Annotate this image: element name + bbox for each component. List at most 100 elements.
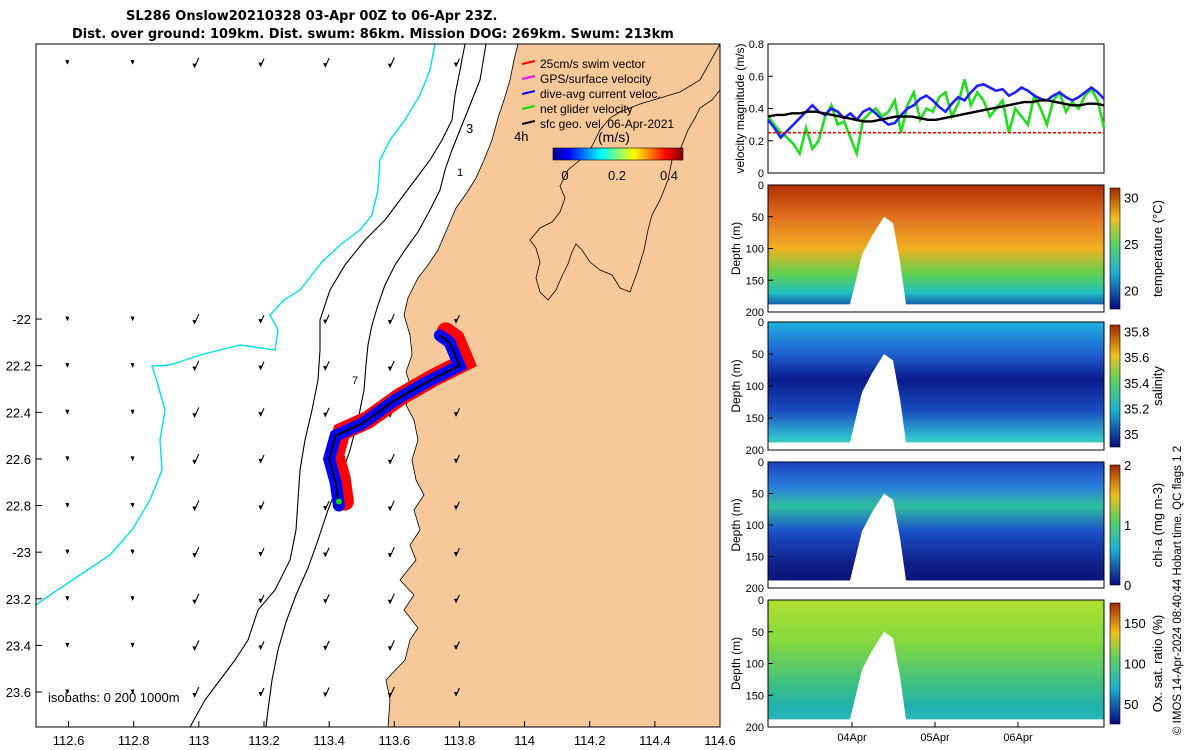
sfc-arrow-head: [192, 459, 197, 464]
sfc-arrow-head: [387, 599, 392, 604]
salinity-cbar-tick: 35: [1124, 427, 1138, 442]
chla-ylabel: Depth (m): [729, 498, 743, 551]
oxygen-xtick-label: 05Apr: [920, 732, 950, 744]
sfc-arrow-head: [65, 363, 70, 368]
sfc-arrow-head: [130, 60, 135, 65]
map-xtick-label: 113.4: [313, 733, 345, 748]
sfc-arrow-head: [323, 692, 328, 697]
oxygen-ytick-label: 150: [746, 690, 764, 702]
salinity-cbar-tick: 35.6: [1124, 350, 1149, 365]
legend-swatch: [521, 120, 536, 125]
velocity-ytick-label: 0.2: [749, 136, 764, 148]
sfc-arrow-head: [258, 645, 263, 650]
annotation-3: 3: [466, 121, 473, 136]
map-xtick-label: 113.6: [378, 733, 410, 748]
sfc-arrow-head: [130, 363, 135, 368]
salinity-cbar-tick: 35.2: [1124, 401, 1149, 416]
sfc-arrow-head: [323, 645, 328, 650]
sfc-arrow-head: [192, 413, 197, 418]
map-xtick-label: 114.6: [704, 733, 736, 748]
map-ytick-label: 23.6: [6, 685, 31, 700]
oxygen-ytick-label: 0: [758, 595, 764, 607]
velocity-series-line: [767, 99, 1105, 123]
sfc-arrow-head: [453, 692, 458, 697]
chla-cbar-label: chl-a (mg m-3): [1150, 483, 1165, 568]
oxygen-xtick-label: 06Apr: [1003, 732, 1033, 744]
credit-text: © IMOS 14-Apr-2024 08:40:44 Hobart time.…: [1172, 445, 1184, 735]
map-xtick-label: 113.8: [444, 733, 476, 748]
salinity-ytick-label: 100: [746, 381, 764, 393]
map-plot-area: [36, 44, 720, 727]
sfc-arrow-head: [387, 63, 392, 68]
sfc-arrow-head: [192, 320, 197, 325]
sfc-arrow-head: [258, 62, 263, 67]
legend-swatch: [521, 105, 536, 110]
sfc-arrow-head: [387, 553, 392, 558]
temperature-ytick-label: 200: [746, 307, 764, 319]
sfc-arrow-head: [65, 503, 70, 508]
chla-cbar-tick: 1: [1124, 518, 1131, 533]
peninsula: [529, 44, 720, 301]
sfc-arrow-head: [453, 645, 458, 650]
sfc-arrow-head: [65, 642, 70, 647]
temperature-ytick-label: 100: [746, 244, 764, 256]
sfc-arrow-head: [387, 320, 392, 325]
sfc-arrow-head: [130, 503, 135, 508]
sfc-arrow-head: [258, 319, 263, 324]
isobath-200: [265, 44, 487, 727]
temperature-cbar-tick: 30: [1124, 190, 1138, 205]
map-ytick-label: 22.8: [6, 499, 31, 514]
oxygen-ylabel: Depth (m): [729, 637, 743, 690]
sfc-arrow-head: [258, 598, 263, 603]
annotation-4h: 4h: [514, 129, 528, 144]
sfc-arrow-head: [258, 365, 263, 370]
map-frame: [35, 43, 721, 728]
salinity-ytick-label: 200: [746, 445, 764, 457]
oxygen-ytick-label: 100: [746, 659, 764, 671]
map-xtick-label: 114.2: [574, 733, 606, 748]
sfc-arrow-head: [130, 642, 135, 647]
annotation-7: 7: [352, 375, 358, 387]
annotation-1: 1: [457, 167, 463, 179]
oxygen-cbar-tick: 50: [1124, 697, 1138, 712]
sfc-arrow-head: [65, 689, 70, 694]
sfc-arrow-head: [387, 646, 392, 651]
sfc-arrow-head: [453, 552, 458, 557]
sfc-arrow-head: [453, 62, 458, 67]
legend-label: 25cm/s swim vector: [540, 57, 645, 71]
map-xtick-label: 112.8: [118, 733, 150, 748]
sfc-arrow-head: [65, 456, 70, 461]
temperature-colorbar: [1109, 187, 1121, 310]
salinity-ytick-label: 0: [758, 317, 764, 329]
net-velocity-marker: [335, 498, 342, 505]
sfc-arrow-head: [258, 692, 263, 697]
coast-line: [36, 44, 436, 606]
oxygen-ytick-label: 200: [746, 722, 764, 734]
salinity-cbar-tick: 35.8: [1124, 324, 1149, 339]
oxygen-colorbar: [1109, 602, 1121, 725]
salinity-cbar-tick: 35.4: [1124, 376, 1149, 391]
salinity-ytick-label: 50: [752, 349, 764, 361]
legend-label: sfc geo. vel. 06-Apr-2021: [540, 117, 674, 131]
chla-ytick-label: 200: [746, 583, 764, 595]
velocity-ytick-label: 0.4: [749, 104, 764, 116]
sfc-arrow-head: [65, 316, 70, 321]
velocity-frame: [767, 43, 1105, 174]
sfc-arrow-head: [387, 506, 392, 511]
sfc-arrow-head: [258, 505, 263, 510]
sfc-arrow-head: [323, 319, 328, 324]
isobath-1000: [189, 44, 466, 727]
colorbar-tick: 0.4: [660, 168, 678, 183]
sfc-arrow-head: [130, 409, 135, 414]
chla-colorbar: [1109, 464, 1121, 586]
sfc-arrow-head: [453, 458, 458, 463]
sfc-arrow-head: [65, 60, 70, 65]
legend-label: GPS/surface velocity: [540, 72, 651, 86]
oxygen-cbar-tick: 100: [1124, 657, 1146, 672]
salinity-cbar-label: salinity: [1150, 366, 1165, 406]
temperature-cbar-label: temperature (°C): [1150, 200, 1165, 297]
sfc-arrow-head: [65, 549, 70, 554]
salinity-colorbar: [1109, 324, 1121, 448]
oxygen-xtick-label: 04Apr: [837, 732, 867, 744]
isobath-label: isobaths: 0 200 1000m: [48, 690, 180, 705]
